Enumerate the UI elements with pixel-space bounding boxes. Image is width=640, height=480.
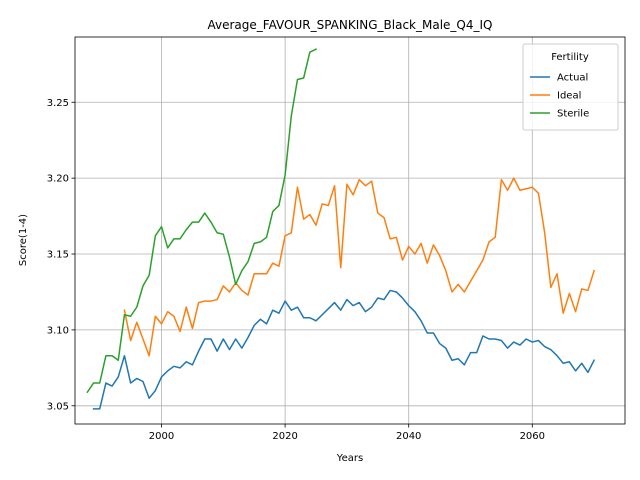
y-tick-label: 3.25 xyxy=(47,98,69,109)
x-axis-label: Years xyxy=(336,453,363,464)
x-tick-label: 2040 xyxy=(396,431,421,442)
x-tick-label: 2060 xyxy=(520,431,545,442)
y-tick-label: 3.05 xyxy=(47,401,69,412)
x-tick-label: 2020 xyxy=(272,431,297,442)
legend: Fertility Actual Ideal Sterile xyxy=(523,44,618,130)
y-tick-label: 3.20 xyxy=(47,174,69,185)
y-tick-label: 3.10 xyxy=(47,325,69,336)
y-tick-label: 3.15 xyxy=(47,250,69,261)
legend-label-sterile: Sterile xyxy=(557,109,589,120)
legend-title: Fertility xyxy=(551,52,589,63)
legend-label-ideal: Ideal xyxy=(557,91,581,102)
legend-label-actual: Actual xyxy=(557,73,588,84)
chart-title: Average_FAVOUR_SPANKING_Black_Male_Q4_IQ xyxy=(208,18,493,32)
y-axis-label: Score(1-4) xyxy=(18,214,29,266)
x-tick-label: 2000 xyxy=(149,431,174,442)
